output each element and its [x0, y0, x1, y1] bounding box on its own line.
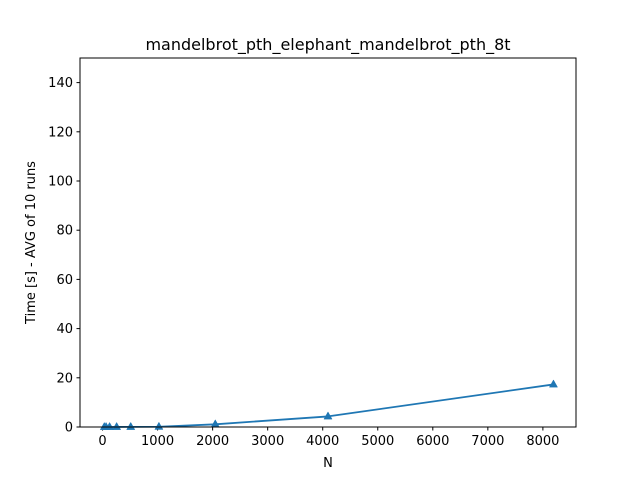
x-tick-label: 1000: [141, 434, 174, 449]
data-point-marker: [154, 421, 164, 430]
plot-frame: [79, 57, 577, 428]
x-tick-label: 6000: [416, 434, 449, 449]
x-tick-label: 5000: [361, 434, 394, 449]
data-point-marker: [105, 421, 115, 430]
y-axis-label: Time [s] - AVG of 10 runs: [24, 161, 39, 325]
y-tick-label: 120: [48, 125, 73, 140]
data-point-marker: [323, 411, 333, 420]
y-tick-label: 0: [65, 421, 73, 436]
chart-title: mandelbrot_pth_elephant_mandelbrot_pth_8…: [145, 35, 510, 55]
y-tick-label: 40: [56, 322, 73, 337]
y-tick-label: 20: [56, 371, 73, 386]
x-tick-label: 2000: [196, 434, 229, 449]
x-tick-label: 8000: [526, 434, 559, 449]
data-point-marker: [548, 379, 558, 388]
y-tick-label: 140: [48, 76, 73, 91]
y-tick-label: 100: [48, 175, 73, 190]
x-tick-label: 4000: [306, 434, 339, 449]
x-tick-label: 7000: [471, 434, 504, 449]
data-point-marker: [112, 421, 122, 430]
y-tick-label: 80: [56, 224, 73, 239]
x-tick-label: 0: [98, 434, 106, 449]
x-tick-label: 3000: [251, 434, 284, 449]
x-axis-label: N: [323, 456, 333, 471]
x-axis: 0 1000 2000 3000 4000 5000 6000 7000 8000: [98, 427, 559, 449]
y-tick-label: 60: [56, 273, 73, 288]
data-point-marker: [126, 421, 136, 430]
y-axis: 0 20 40 60 80 100 120 140: [48, 76, 80, 436]
